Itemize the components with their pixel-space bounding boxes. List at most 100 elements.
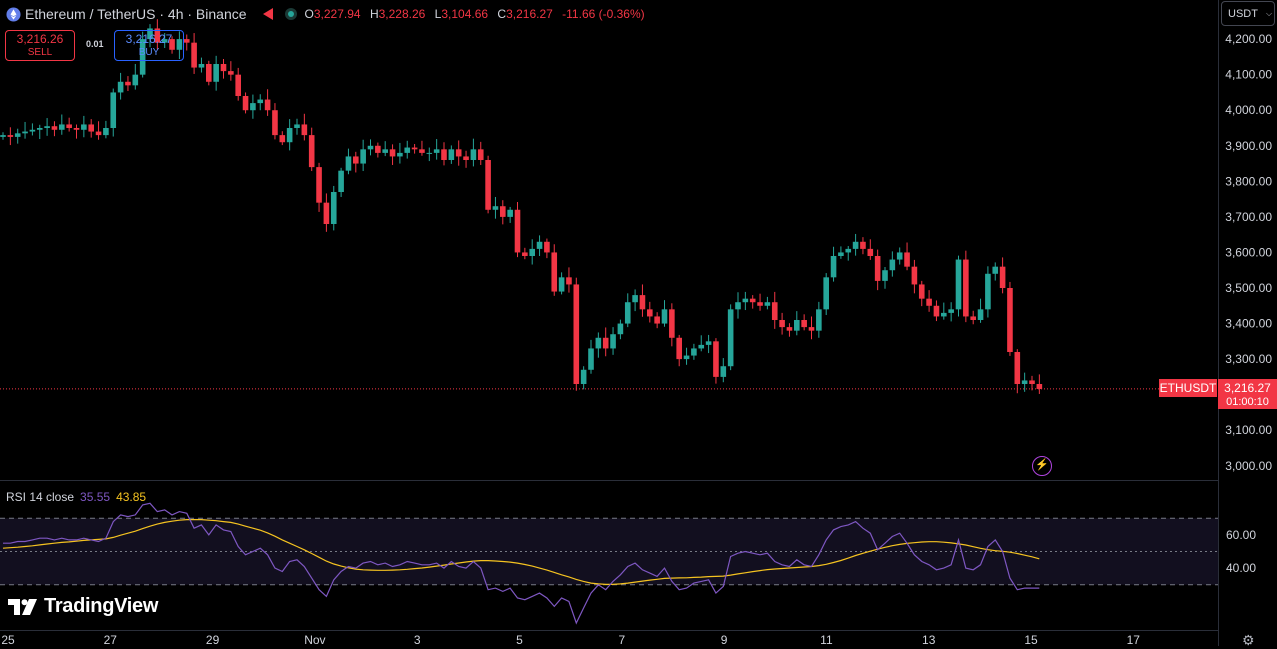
candle bbox=[103, 120, 109, 139]
candle-body bbox=[786, 327, 793, 331]
rsi-tick-label: 40.00 bbox=[1226, 561, 1256, 575]
candle-body bbox=[507, 209, 513, 217]
candle-body bbox=[125, 81, 131, 86]
candle bbox=[580, 366, 587, 390]
candle bbox=[992, 262, 999, 281]
candle bbox=[544, 238, 550, 259]
time-tick-label: 7 bbox=[618, 633, 625, 646]
candle bbox=[477, 141, 484, 165]
candle bbox=[330, 185, 337, 231]
candle-body bbox=[235, 74, 241, 96]
candle bbox=[301, 113, 308, 141]
ohlc-readout: O3,227.94 H3,228.26 L3,104.66 C3,216.27 … bbox=[305, 7, 651, 21]
candle-body bbox=[698, 344, 705, 349]
candle-body bbox=[867, 248, 874, 256]
candle-body bbox=[132, 74, 139, 86]
candle-body bbox=[889, 259, 896, 271]
candle bbox=[661, 300, 668, 327]
candle bbox=[566, 267, 572, 293]
candle-body bbox=[169, 39, 175, 50]
candle bbox=[801, 314, 807, 331]
candle bbox=[485, 155, 491, 214]
candle-body bbox=[985, 273, 991, 310]
candle-body bbox=[389, 149, 396, 157]
candle bbox=[632, 289, 638, 312]
rsi-legend[interactable]: RSI 14 close 35.55 43.85 bbox=[6, 490, 146, 504]
candle bbox=[169, 36, 175, 54]
time-tick-label: 27 bbox=[104, 633, 118, 646]
candle bbox=[904, 242, 910, 271]
candle-body bbox=[161, 39, 168, 43]
currency-select[interactable]: USDT ⌵ bbox=[1221, 1, 1275, 26]
candle bbox=[882, 267, 888, 289]
candle-body bbox=[551, 252, 558, 292]
candle-body bbox=[485, 160, 491, 210]
candle bbox=[676, 334, 682, 367]
candle-body bbox=[470, 149, 477, 160]
candle-body bbox=[1021, 380, 1028, 384]
symbol-title[interactable]: Ethereum / TetherUS · 4h · Binance bbox=[25, 6, 247, 22]
candle-body bbox=[95, 131, 102, 136]
candle-body bbox=[404, 147, 411, 153]
flag-icon[interactable] bbox=[262, 8, 273, 20]
candle bbox=[316, 162, 322, 212]
candle bbox=[73, 124, 80, 139]
candle bbox=[235, 67, 241, 101]
tradingview-logo[interactable]: TradingView bbox=[8, 595, 158, 618]
candle-body bbox=[1007, 288, 1013, 352]
candle-body bbox=[860, 241, 866, 249]
rsi-pane[interactable]: 40.00 60.00 bbox=[0, 502, 1256, 625]
candle-body bbox=[669, 309, 675, 338]
time-tick-label: 15 bbox=[1024, 633, 1038, 646]
candle bbox=[602, 327, 609, 357]
market-status-icon[interactable] bbox=[284, 8, 297, 20]
gear-icon[interactable]: ⚙ bbox=[1242, 632, 1255, 648]
candle bbox=[14, 128, 21, 144]
candle bbox=[639, 284, 646, 317]
rsi-line bbox=[3, 502, 1040, 625]
candle-body bbox=[103, 128, 109, 136]
candle bbox=[257, 94, 264, 111]
candle bbox=[88, 119, 94, 138]
candle-body bbox=[220, 64, 227, 72]
candle-body bbox=[999, 266, 1006, 288]
candle-body bbox=[602, 337, 609, 349]
candle bbox=[874, 249, 881, 291]
candle-body bbox=[911, 266, 918, 285]
candle bbox=[647, 301, 653, 323]
candle-body bbox=[139, 39, 146, 75]
rsi-tick-label: 60.00 bbox=[1226, 528, 1256, 542]
candle bbox=[286, 119, 293, 151]
price-tick-label: 3,400.00 bbox=[1225, 317, 1272, 331]
candle bbox=[705, 334, 712, 354]
candle bbox=[404, 140, 411, 159]
candle-body bbox=[308, 135, 315, 168]
candle bbox=[353, 151, 359, 173]
candle bbox=[441, 142, 447, 166]
lightning-icon[interactable]: ⚡ bbox=[1032, 456, 1052, 476]
candle bbox=[470, 138, 477, 167]
candle bbox=[389, 144, 396, 165]
candle-body bbox=[338, 170, 344, 192]
candle bbox=[713, 338, 719, 384]
candle-body bbox=[1036, 384, 1043, 389]
candle bbox=[36, 124, 43, 140]
candle-body bbox=[448, 149, 455, 160]
candle bbox=[522, 247, 528, 260]
rsi-value: 35.55 bbox=[80, 490, 111, 504]
candle-body bbox=[477, 149, 484, 160]
candle bbox=[933, 300, 940, 322]
candle-body bbox=[264, 99, 271, 111]
candle-body bbox=[845, 248, 852, 253]
candle bbox=[250, 94, 256, 119]
candle bbox=[1014, 349, 1021, 394]
candle-body bbox=[522, 252, 528, 256]
ethereum-icon[interactable] bbox=[6, 6, 21, 22]
candles bbox=[0, 19, 1043, 394]
buy-button[interactable]: 3,216.27 BUY bbox=[114, 30, 184, 61]
sell-button[interactable]: 3,216.26 SELL bbox=[5, 30, 75, 61]
candle-body bbox=[654, 316, 660, 324]
price-tick-label: 3,300.00 bbox=[1225, 352, 1272, 366]
candle-body bbox=[794, 320, 800, 331]
